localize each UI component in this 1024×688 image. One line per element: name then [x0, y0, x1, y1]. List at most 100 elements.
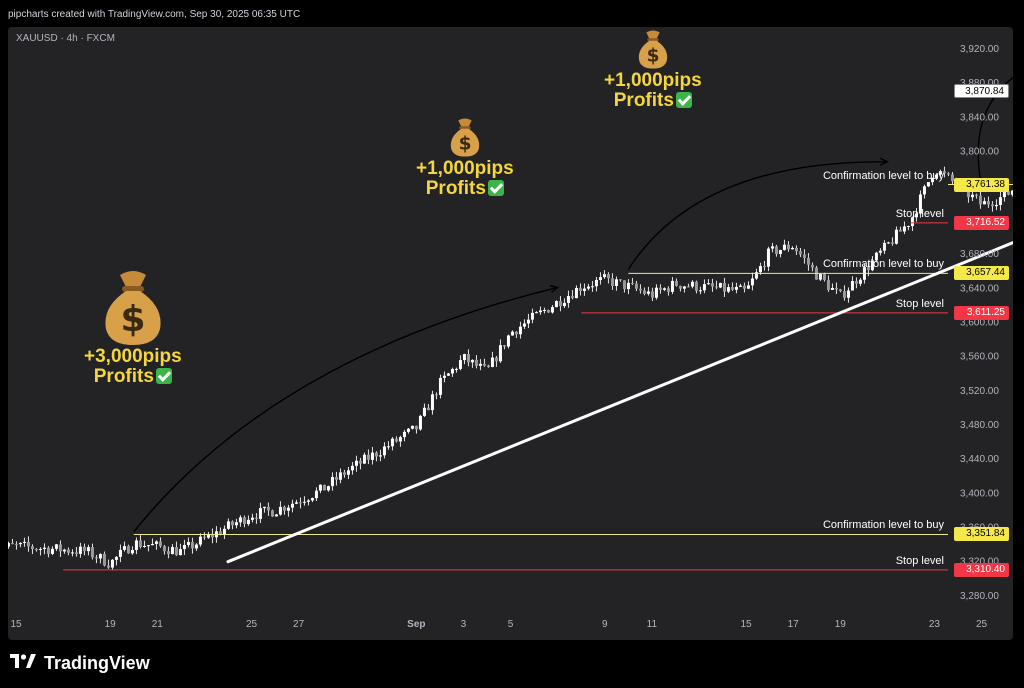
candle-body — [722, 282, 726, 292]
candle-body — [138, 540, 142, 548]
candle-body — [1006, 191, 1010, 195]
x-tick-label: 25 — [246, 619, 258, 630]
candle-body — [746, 285, 750, 289]
candle-body — [422, 407, 426, 416]
profit-arrow — [627, 161, 888, 270]
candle-body — [926, 182, 930, 187]
candle-body — [362, 454, 366, 464]
candle-body — [462, 354, 466, 361]
candle-body — [30, 546, 34, 550]
annotation-line1: +1,000pips — [604, 70, 702, 91]
candle-body — [542, 310, 546, 312]
candle-body — [282, 506, 286, 511]
chart-frame[interactable]: 3,280.003,320.003,360.003,400.003,440.00… — [8, 27, 1013, 640]
candle-body — [854, 281, 858, 284]
x-tick-label: 19 — [835, 619, 847, 630]
candle-body — [334, 477, 338, 480]
candle-body — [718, 282, 722, 288]
candle-body — [426, 407, 430, 411]
candle-body — [794, 247, 798, 252]
candle-body — [486, 365, 490, 367]
candle-body — [570, 296, 574, 299]
candle-body — [182, 544, 186, 550]
candle-body — [314, 490, 318, 499]
price-axis: 3,280.003,320.003,360.003,400.003,440.00… — [960, 44, 999, 602]
level-label: Confirmation level to buy — [822, 258, 944, 271]
x-tick-label: Sep — [407, 619, 425, 630]
candle-body — [698, 290, 702, 292]
candle-body — [870, 260, 874, 271]
y-tick-label: 3,520.00 — [960, 386, 999, 397]
candle-body — [578, 287, 582, 291]
candle-body — [38, 548, 42, 550]
candle-body — [810, 264, 814, 268]
candle-body — [834, 287, 838, 290]
level-label: Confirmation level to buy — [822, 169, 944, 182]
candle-body — [998, 197, 1002, 205]
annotation-line1: +1,000pips — [416, 158, 514, 179]
candle-body — [258, 508, 262, 519]
candle-body — [70, 552, 74, 554]
candle-body — [510, 331, 514, 336]
chart-caption: pipcharts created with TradingView.com, … — [8, 9, 301, 20]
candle-body — [846, 290, 850, 298]
check-mark-icon — [155, 368, 172, 384]
candle-body — [974, 194, 978, 196]
candle-body — [14, 544, 18, 546]
candle-body — [538, 310, 542, 313]
candle-body — [766, 248, 770, 267]
candle-body — [818, 274, 822, 280]
x-tick-label: 3 — [461, 619, 467, 630]
candle-body — [234, 522, 238, 526]
candle-body — [946, 173, 950, 175]
candle-body — [666, 288, 670, 292]
candle-body — [858, 279, 862, 284]
tradingview-logo[interactable]: TradingView — [10, 652, 150, 674]
candle-body — [8, 543, 10, 547]
price-chart[interactable]: 3,280.003,320.003,360.003,400.003,440.00… — [8, 27, 1013, 640]
candle-body — [62, 549, 66, 552]
level-price-tag: 3,611.25 — [954, 305, 1009, 320]
candle-body — [638, 288, 642, 291]
candle-body — [630, 282, 634, 284]
candle-body — [446, 373, 450, 376]
candle-body — [106, 565, 110, 568]
candle-body — [886, 242, 890, 244]
candle-body — [978, 195, 982, 205]
candle-body — [266, 506, 270, 511]
level-price-tag: 3,310.40 — [954, 562, 1009, 577]
candle-body — [50, 548, 54, 554]
x-tick-label: 25 — [976, 619, 988, 630]
candle-body — [986, 201, 990, 205]
candle-body — [526, 319, 530, 324]
annotation-line2: Profits — [93, 366, 154, 387]
candle-body — [454, 368, 458, 370]
x-tick-label: 5 — [508, 619, 514, 630]
profit-annotation-1: $ +3,000pips Profits — [84, 267, 182, 387]
candle-body — [318, 484, 322, 491]
y-tick-label: 3,480.00 — [960, 420, 999, 431]
svg-text:$: $ — [120, 299, 145, 340]
candle-body — [634, 283, 638, 289]
candle-body — [254, 517, 258, 519]
candle-body — [622, 280, 626, 290]
candle-body — [26, 541, 30, 547]
y-tick-label: 3,440.00 — [960, 454, 999, 465]
candle-body — [298, 502, 302, 504]
candle-body — [706, 283, 710, 285]
candle-body — [850, 281, 854, 291]
trendline-layer — [226, 241, 1013, 564]
candle-body — [586, 286, 590, 289]
candle-body — [702, 284, 706, 291]
candle-body — [982, 201, 986, 205]
candle-body — [354, 460, 358, 466]
candle-body — [738, 285, 742, 287]
check-mark-icon — [675, 92, 692, 108]
brand-name: TradingView — [44, 652, 150, 673]
candle-body — [198, 536, 202, 545]
candle-body — [450, 368, 454, 374]
candle-body — [82, 546, 86, 552]
candle-body — [382, 446, 386, 456]
candle-body — [402, 431, 406, 438]
candle-body — [474, 359, 478, 366]
